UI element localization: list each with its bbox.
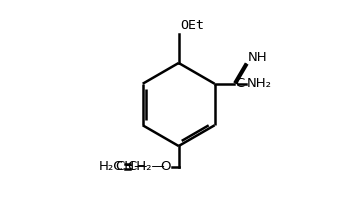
- Text: C: C: [235, 77, 245, 90]
- Text: H₂C: H₂C: [99, 160, 124, 173]
- Text: CH₂—: CH₂—: [127, 160, 165, 173]
- Text: NH: NH: [248, 51, 267, 64]
- Text: NH₂: NH₂: [247, 77, 272, 90]
- Text: OEt: OEt: [181, 19, 205, 32]
- Text: CH—: CH—: [115, 160, 148, 173]
- Text: O: O: [160, 160, 170, 173]
